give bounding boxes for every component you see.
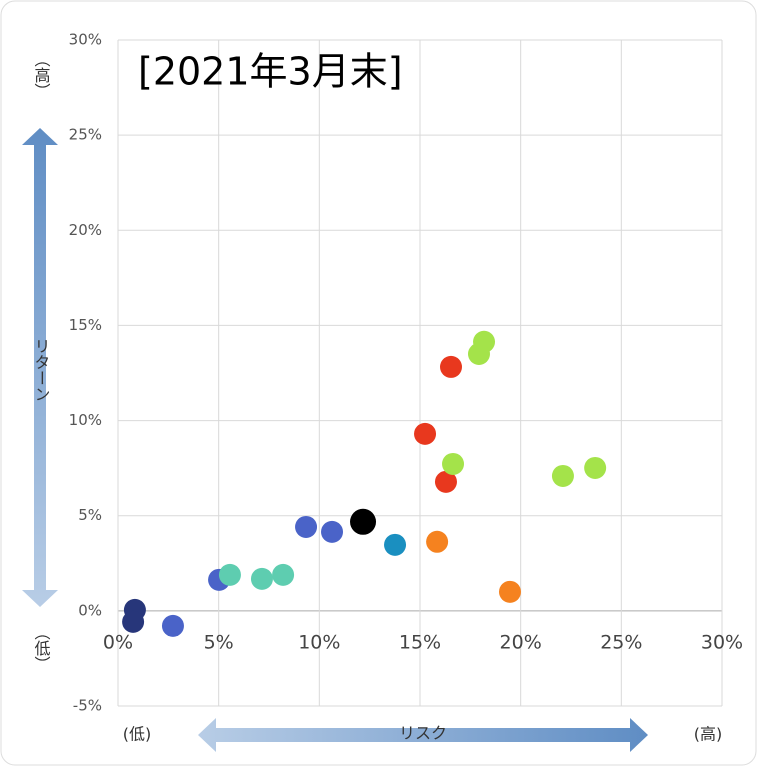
chart-title: [2021年3月末] — [138, 50, 403, 94]
y-label: リターン — [32, 338, 51, 402]
point — [321, 520, 344, 543]
x-label-low: (低) — [123, 725, 152, 744]
y-tick-label: 25% — [69, 126, 102, 144]
point — [161, 614, 184, 637]
point — [295, 515, 318, 538]
y-tick-label: 10% — [69, 411, 102, 429]
x-label-high: (高) — [694, 725, 723, 744]
point — [272, 563, 295, 586]
point — [414, 422, 437, 445]
x-tick-label: 5% — [204, 631, 234, 653]
y-arrow — [22, 128, 58, 607]
y-label-low: （低） — [32, 624, 51, 672]
point — [434, 470, 457, 493]
y-tick-label: 20% — [69, 221, 102, 239]
x-tick-label: 15% — [399, 631, 441, 653]
y-tick-label: 5% — [78, 506, 102, 524]
point — [250, 567, 273, 590]
point — [350, 508, 377, 535]
point — [122, 610, 145, 633]
y-label-high: （高） — [32, 51, 51, 99]
point — [218, 563, 241, 586]
x-tick-label: 25% — [600, 631, 642, 653]
x-tick-label: 20% — [500, 631, 542, 653]
y-tick-label: 0% — [78, 601, 102, 619]
y-tick-label: 30% — [69, 31, 102, 49]
x-tick-label: 10% — [298, 631, 340, 653]
point — [440, 355, 463, 378]
x-arrow — [198, 718, 648, 752]
point — [551, 464, 574, 487]
x-tick-label: 0% — [103, 631, 133, 653]
y-tick-label: 15% — [69, 316, 102, 334]
point — [442, 452, 465, 475]
x-tick-label: 30% — [701, 631, 743, 653]
point — [498, 580, 521, 603]
x-label: リスク — [399, 724, 447, 743]
point — [426, 530, 449, 553]
point — [467, 342, 490, 365]
y-tick-label: -5% — [73, 697, 102, 715]
point — [384, 533, 407, 556]
point — [584, 456, 607, 479]
